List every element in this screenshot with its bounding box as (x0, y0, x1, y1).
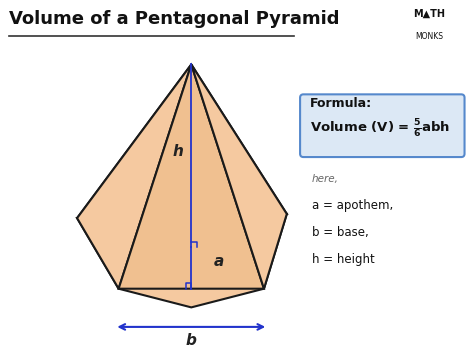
Text: Volume of a Pentagonal Pyramid: Volume of a Pentagonal Pyramid (9, 10, 340, 28)
Text: b = base,: b = base, (312, 226, 368, 239)
Text: MONKS: MONKS (415, 32, 443, 41)
Text: h = height: h = height (312, 253, 374, 266)
Text: Formula:: Formula: (310, 98, 372, 110)
Text: b: b (186, 333, 197, 347)
Text: h: h (172, 144, 183, 159)
Text: a: a (214, 254, 224, 269)
FancyBboxPatch shape (300, 94, 465, 157)
Text: here,: here, (312, 174, 338, 184)
Text: a = apothem,: a = apothem, (312, 199, 393, 212)
Polygon shape (118, 65, 264, 289)
Text: Volume (V) = $\mathbf{\frac{5}{6}}$abh: Volume (V) = $\mathbf{\frac{5}{6}}$abh (310, 118, 450, 140)
Polygon shape (77, 214, 287, 307)
Text: M▲TH: M▲TH (413, 9, 445, 19)
Polygon shape (191, 65, 287, 289)
Polygon shape (77, 65, 191, 289)
Polygon shape (77, 65, 287, 218)
